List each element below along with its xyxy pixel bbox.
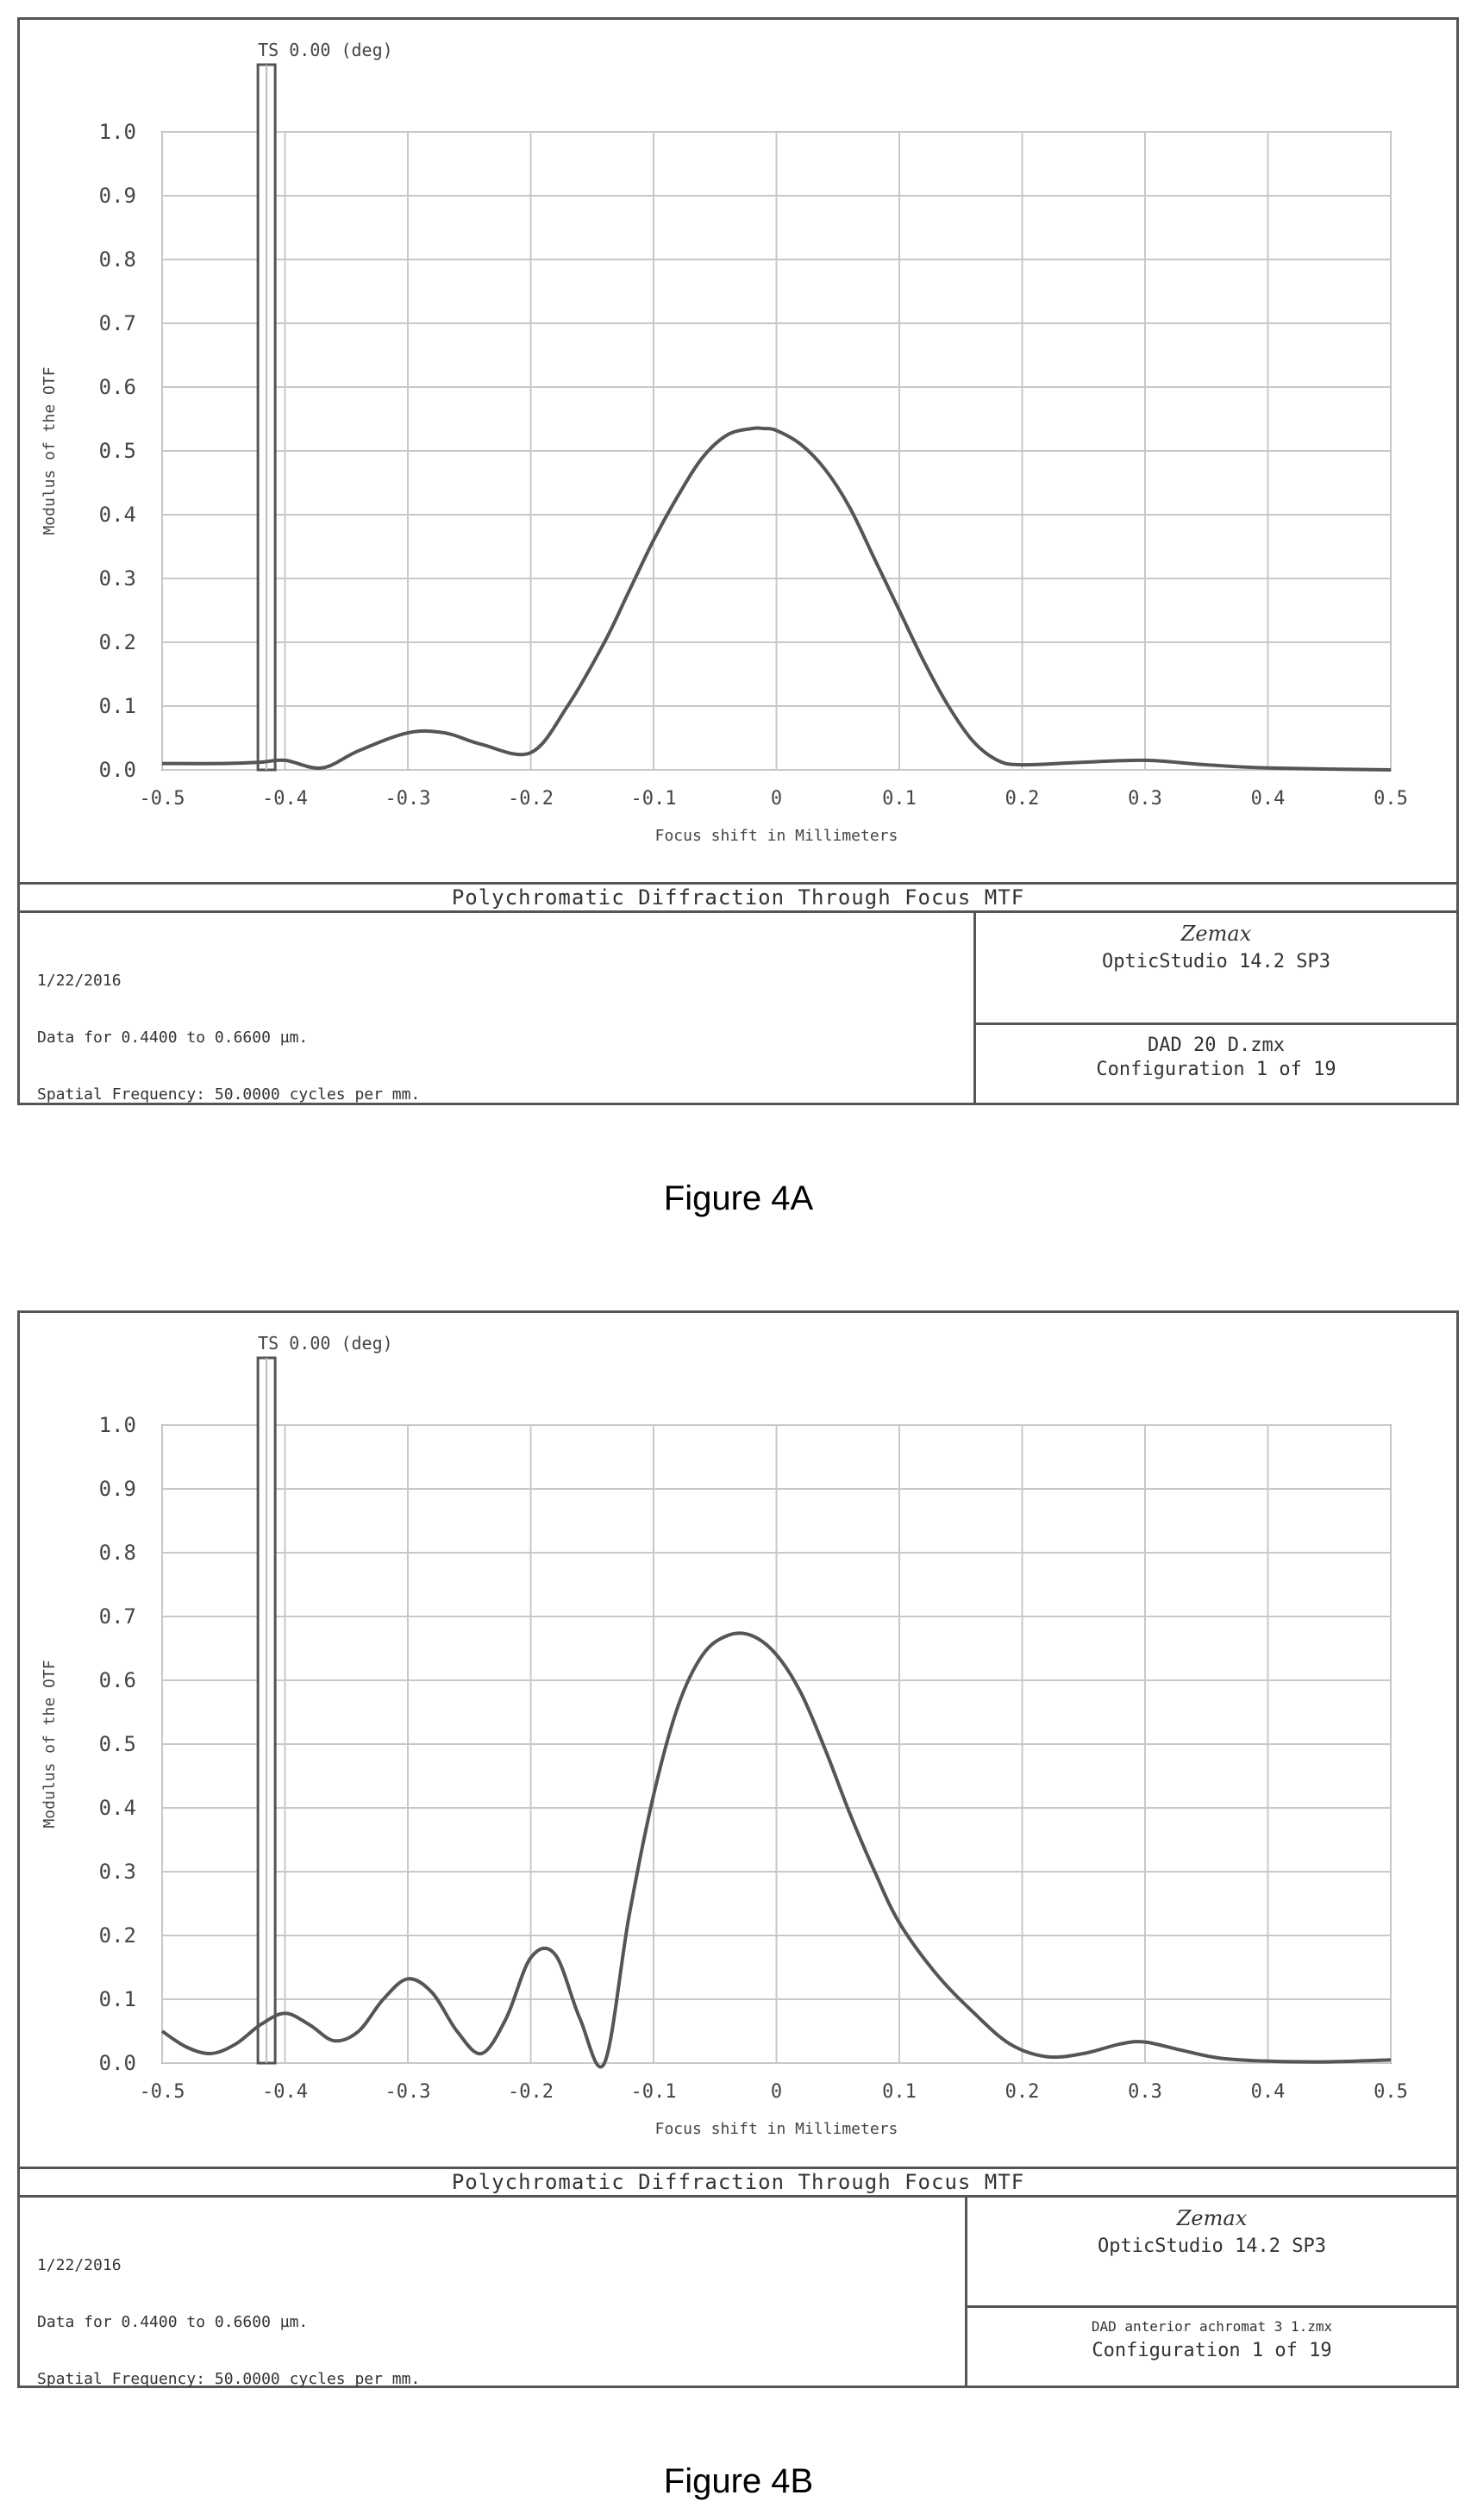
y-tick-label: 0.0 xyxy=(99,2051,136,2075)
field-label: TS 0.00 (deg) xyxy=(258,40,393,60)
configuration-label: Configuration 1 of 19 xyxy=(1092,2340,1332,2361)
x-axis-label: Focus shift in Millimeters xyxy=(655,2120,898,2138)
x-tick-label: -0.2 xyxy=(508,788,554,810)
x-tick-label: 0.5 xyxy=(1374,788,1408,810)
plot-frame: -0.5 -0.4 -0.3 -0.2 -0.1 0 0.1 0.2 0.3 0.4 0.5 0.0 0… xyxy=(17,1310,1459,2388)
x-tick-label: 0.2 xyxy=(1005,788,1040,810)
file-box: DAD anterior achromat 3 1.zmx Configurat… xyxy=(967,2315,1456,2386)
x-tick-label: -0.2 xyxy=(508,2081,554,2103)
info-date: 1/22/2016 xyxy=(37,972,122,990)
file-box: DAD 20 D.zmx Configuration 1 of 19 xyxy=(976,1034,1456,1103)
field-label: TS 0.00 (deg) xyxy=(258,1333,393,1354)
y-tick-label: 1.0 xyxy=(99,120,136,144)
chart-4b: -0.5 -0.4 -0.3 -0.2 -0.1 0 0.1 0.2 0.3 0.4 0.5 0.0 0… xyxy=(41,1333,1408,2138)
y-tick-label: 0.7 xyxy=(99,311,136,335)
y-tick-label: 0.7 xyxy=(99,1604,136,1629)
brand-name: Zemax xyxy=(1176,2206,1248,2230)
mtf-curve xyxy=(160,1631,1392,2069)
y-tick-label: 0.8 xyxy=(99,247,136,272)
y-tick-label: 0.4 xyxy=(99,503,136,527)
x-tick-label: -0.1 xyxy=(631,2081,677,2103)
configuration-label: Configuration 1 of 19 xyxy=(1096,1059,1336,1080)
y-tick-label: 0.8 xyxy=(99,1541,136,1565)
x-tick-label: 0.5 xyxy=(1374,2081,1408,2103)
y-tick-label: 0.5 xyxy=(99,1732,136,1756)
y-axis-label: Modulus of the OTF xyxy=(41,366,59,535)
brand-name: Zemax xyxy=(1180,922,1252,946)
x-tick-label: -0.3 xyxy=(385,2081,431,2103)
file-name: DAD 20 D.zmx xyxy=(1148,1035,1285,1056)
x-tick-label: 0.3 xyxy=(1128,2081,1162,2103)
x-tick-label: 0.2 xyxy=(1005,2081,1040,2103)
info-frequency: Spatial Frequency: 50.0000 cycles per mm… xyxy=(37,2370,421,2388)
y-tick-label: 0.4 xyxy=(99,1796,136,1820)
info-text: 1/22/2016 Data for 0.4400 to 0.6600 µm. … xyxy=(37,2218,420,2427)
info-text: 1/22/2016 Data for 0.4400 to 0.6600 µm. … xyxy=(37,934,420,1142)
info-frequency: Spatial Frequency: 50.0000 cycles per mm… xyxy=(37,1085,421,1104)
file-name: DAD anterior achromat 3 1.zmx xyxy=(1091,2318,1333,2335)
x-tick-label: 0.4 xyxy=(1251,2081,1286,2103)
software-version: OpticStudio 14.2 SP3 xyxy=(1102,951,1330,972)
y-tick-label: 0.2 xyxy=(99,1923,136,1948)
figure-caption: Figure 4A xyxy=(663,1179,814,1217)
software-version: OpticStudio 14.2 SP3 xyxy=(1098,2235,1326,2257)
y-tick-label: 0.3 xyxy=(99,566,136,591)
y-tick-label: 0.9 xyxy=(99,1477,136,1501)
y-tick-label: 0.0 xyxy=(99,758,136,782)
x-tick-label: -0.3 xyxy=(385,788,431,810)
x-tick-label: -0.4 xyxy=(262,2081,308,2103)
x-tick-label: 0.1 xyxy=(882,2081,917,2103)
y-tick-label: 0.5 xyxy=(99,439,136,463)
y-tick-label: 0.3 xyxy=(99,1860,136,1884)
info-right-panel: Zemax OpticStudio 14.2 SP3 DAD anterior … xyxy=(965,2198,1456,2386)
info-right-panel: Zemax OpticStudio 14.2 SP3 DAD 20 D.zmx … xyxy=(973,913,1456,1103)
plot-frame: -0.5 -0.4 -0.3 -0.2 -0.1 0 0.1 0.2 0.3 0.4 0.5 0.0 0… xyxy=(17,17,1459,1105)
x-axis-label: Focus shift in Millimeters xyxy=(655,827,898,845)
x-tick-label: 0 xyxy=(771,2081,782,2103)
y-tick-label: 1.0 xyxy=(99,1413,136,1437)
x-tick-label: -0.1 xyxy=(631,788,677,810)
plot-title-bar: Polychromatic Diffraction Through Focus … xyxy=(20,2167,1456,2198)
brand-box: Zemax OpticStudio 14.2 SP3 xyxy=(967,2198,1456,2308)
x-tick-label: 0.1 xyxy=(882,788,917,810)
plot-title-bar: Polychromatic Diffraction Through Focus … xyxy=(20,882,1456,913)
info-date: 1/22/2016 xyxy=(37,2256,122,2274)
x-tick-label: 0.4 xyxy=(1251,788,1286,810)
x-tick-label: 0 xyxy=(771,788,782,810)
y-axis-label: Modulus of the OTF xyxy=(41,1660,59,1828)
x-tick-label: 0.3 xyxy=(1128,788,1162,810)
figure-caption: Figure 4B xyxy=(663,2462,814,2500)
y-tick-label: 0.1 xyxy=(99,694,136,718)
x-tick-label: -0.4 xyxy=(262,788,308,810)
y-tick-label: 0.6 xyxy=(99,375,136,399)
x-tick-label: -0.5 xyxy=(140,788,185,810)
info-wavelength: Data for 0.4400 to 0.6600 µm. xyxy=(37,2313,309,2331)
y-tick-label: 0.1 xyxy=(99,1987,136,2011)
info-wavelength: Data for 0.4400 to 0.6600 µm. xyxy=(37,1029,309,1047)
brand-box: Zemax OpticStudio 14.2 SP3 xyxy=(976,913,1456,1025)
y-tick-label: 0.2 xyxy=(99,630,136,654)
chart-4a: -0.5 -0.4 -0.3 -0.2 -0.1 0 0.1 0.2 0.3 0.4 0.5 0.0 0… xyxy=(41,40,1408,845)
y-tick-label: 0.6 xyxy=(99,1668,136,1692)
y-tick-label: 0.9 xyxy=(99,184,136,208)
x-tick-label: -0.5 xyxy=(140,2081,185,2103)
mtf-curve xyxy=(161,426,1392,772)
